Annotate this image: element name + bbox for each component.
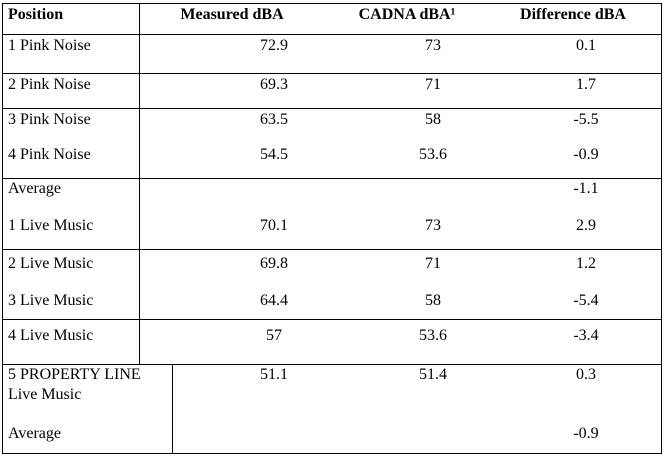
difference-value: -5.5	[573, 111, 599, 128]
difference-value: 1.7	[576, 76, 596, 93]
cadna-value: 51.4	[419, 366, 447, 383]
measured-value: 72.9	[260, 37, 288, 54]
difference-value: -0.9	[573, 146, 599, 163]
column-divider	[139, 109, 140, 178]
difference-value: -1.1	[573, 180, 599, 197]
measured-value: 70.1	[260, 217, 288, 234]
noise-comparison-table: Position Measured dBA CADNA dBA¹ Differe…	[2, 3, 662, 454]
cadna-value: 73	[425, 37, 441, 54]
table-row: 2 Pink Noise 69.3 71 1.7	[3, 73, 661, 108]
measured-value: 63.5	[260, 111, 288, 128]
cadna-value: 58	[425, 292, 441, 309]
cadna-value: 71	[425, 76, 441, 93]
header-cell-position: Position	[8, 6, 64, 23]
column-divider	[172, 365, 173, 453]
column-divider	[139, 4, 140, 34]
measured-value: 69.3	[260, 76, 288, 93]
row-label: 2 Live Music	[8, 255, 94, 272]
table-row-group: 5 PROPERTY LINE Live Music 51.1 51.4 0.3…	[3, 364, 661, 453]
row-label: 1 Live Music	[8, 217, 94, 234]
measured-value: 54.5	[260, 146, 288, 163]
measured-value: 69.8	[260, 255, 288, 272]
cadna-value: 58	[425, 111, 441, 128]
difference-value: 1.2	[576, 255, 596, 272]
table-row-group: 3 Pink Noise 63.5 58 -5.5 4 Pink Noise 5…	[3, 108, 661, 178]
cadna-value: 53.6	[419, 146, 447, 163]
cadna-value: 73	[425, 217, 441, 234]
table-row-group: Average -1.1 1 Live Music 70.1 73 2.9	[3, 178, 661, 249]
header-cell-difference: Difference dBA	[520, 6, 626, 23]
table-header-row: Position Measured dBA CADNA dBA¹ Differe…	[3, 4, 661, 34]
difference-value: 2.9	[576, 217, 596, 234]
measured-value: 57	[266, 327, 282, 344]
difference-value: 0.3	[576, 366, 596, 383]
measured-value: 51.1	[260, 366, 288, 383]
row-label-line1: 5 PROPERTY LINE	[8, 366, 141, 383]
row-label: Average	[8, 180, 61, 197]
table-row: 1 Pink Noise 72.9 73 0.1	[3, 34, 661, 73]
column-divider	[139, 74, 140, 108]
row-label: 2 Pink Noise	[8, 76, 91, 93]
difference-value: -5.4	[573, 292, 599, 309]
row-label-line2: Live Music	[8, 386, 82, 403]
difference-value: -0.9	[573, 425, 599, 442]
header-cell-measured: Measured dBA	[180, 6, 284, 23]
row-label: Average	[8, 425, 61, 442]
row-label: 4 Pink Noise	[8, 146, 91, 163]
table-row: 4 Live Music 57 53.6 -3.4	[3, 319, 661, 364]
row-label: 4 Live Music	[8, 327, 94, 344]
column-divider	[139, 35, 140, 73]
column-divider	[139, 320, 140, 364]
row-label: 3 Pink Noise	[8, 111, 91, 128]
column-divider	[139, 250, 140, 319]
row-label: 3 Live Music	[8, 292, 94, 309]
measured-value: 64.4	[260, 292, 288, 309]
table-row-group: 2 Live Music 69.8 71 1.2 3 Live Music 64…	[3, 249, 661, 319]
cadna-value: 53.6	[419, 327, 447, 344]
row-label: 1 Pink Noise	[8, 37, 91, 54]
difference-value: 0.1	[576, 37, 596, 54]
column-divider	[139, 179, 140, 249]
cadna-value: 71	[425, 255, 441, 272]
header-cell-cadna: CADNA dBA¹	[358, 6, 456, 23]
difference-value: -3.4	[573, 327, 599, 344]
